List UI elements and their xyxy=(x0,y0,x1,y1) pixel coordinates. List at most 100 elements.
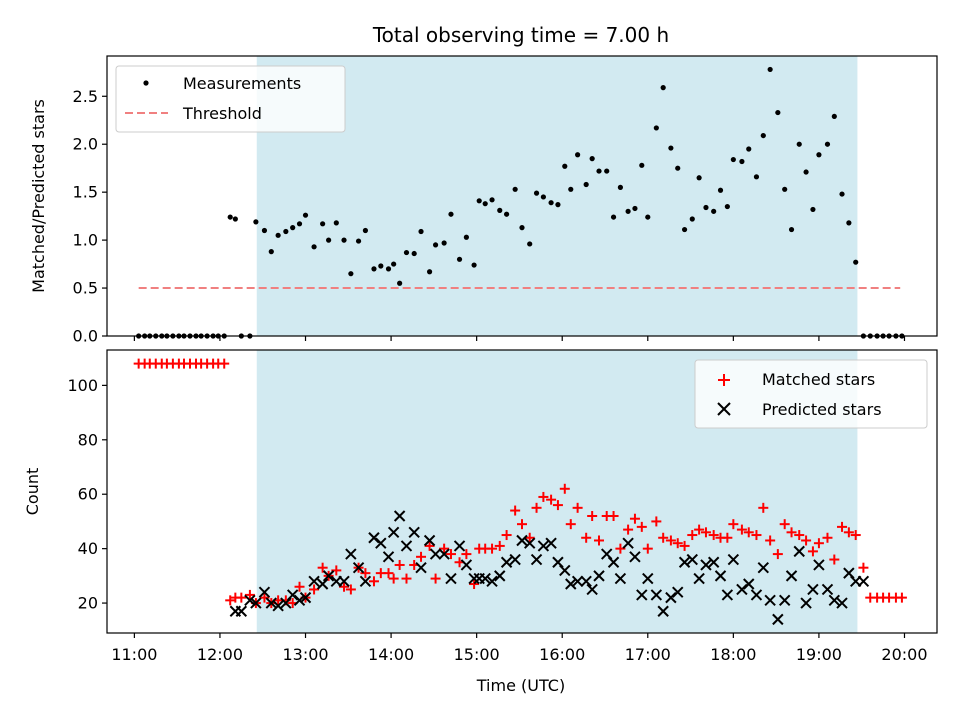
matched-star-point xyxy=(225,595,236,606)
matched-star-point xyxy=(829,554,840,565)
matched-star-point xyxy=(439,543,450,554)
predicted-star-point xyxy=(308,575,320,588)
measurement-point xyxy=(355,238,362,244)
measurement-point xyxy=(796,141,802,147)
measurement-point xyxy=(227,214,233,220)
legend-threshold-label: Threshold xyxy=(182,104,262,123)
measurement-point xyxy=(519,225,525,231)
predicted-star-point xyxy=(468,572,480,585)
measurement-point xyxy=(411,250,417,257)
matched-star-point xyxy=(736,524,747,535)
predicted-star-point xyxy=(807,583,819,596)
measurement-point xyxy=(463,234,469,240)
measurement-point xyxy=(596,168,602,174)
matched-star-point xyxy=(722,532,733,543)
matched-star-point xyxy=(219,358,230,369)
measurement-point xyxy=(739,158,745,165)
observing-window-shading xyxy=(256,56,858,336)
measurement-point xyxy=(724,203,730,210)
measurement-point xyxy=(660,85,666,91)
measurement-point xyxy=(689,216,695,222)
matched-star-point xyxy=(461,549,472,560)
measurement-point xyxy=(668,145,674,151)
matched-star-point xyxy=(658,532,669,543)
measurement-point xyxy=(696,175,702,181)
matched-star-point xyxy=(694,524,705,535)
legend-measurements-label: Measurements xyxy=(183,74,301,93)
predicted-star-point xyxy=(400,540,413,552)
measurement-point xyxy=(268,249,274,255)
measurement-point xyxy=(760,132,766,139)
measurement-point xyxy=(753,174,760,180)
matched-star-point xyxy=(765,535,776,546)
matched-star-point xyxy=(687,530,698,541)
predicted-star-point xyxy=(700,559,712,571)
measurement-point xyxy=(441,240,447,246)
matched-star-point xyxy=(524,532,535,543)
measurement-point xyxy=(418,228,424,235)
matched-stars-points xyxy=(133,358,907,609)
matched-star-point xyxy=(531,502,542,513)
matched-star-point xyxy=(779,519,790,530)
predicted-star-point xyxy=(494,570,506,582)
x-tick-label: 14:00 xyxy=(368,645,414,664)
measurement-point xyxy=(730,156,736,163)
measurement-point xyxy=(476,198,482,204)
predicted-star-point xyxy=(359,575,372,588)
measurement-point xyxy=(583,181,589,188)
matched-star-point xyxy=(672,538,683,549)
predicted-star-point xyxy=(672,586,684,598)
matched-star-point xyxy=(813,538,824,549)
matched-star-point xyxy=(837,521,848,532)
matched-star-point xyxy=(538,491,549,502)
measurement-point xyxy=(320,221,326,227)
count-panel-frame xyxy=(106,349,938,634)
count-legend: Matched stars Predicted stars xyxy=(694,359,928,429)
predicted-star-point xyxy=(593,570,605,582)
measurement-point xyxy=(853,259,859,265)
predicted-star-point xyxy=(393,510,406,522)
matched-star-point xyxy=(510,505,521,516)
matched-star-point xyxy=(858,562,869,573)
predicted-star-point xyxy=(460,559,473,571)
matched-star-point xyxy=(896,592,907,603)
legend-matched-label: Matched stars xyxy=(762,370,875,389)
predicted-star-point xyxy=(382,551,395,563)
measurement-point xyxy=(397,280,403,286)
measurement-point xyxy=(717,187,724,193)
y-tick-label: 0.0 xyxy=(73,327,98,346)
ratio-panel-frame xyxy=(106,55,938,337)
predicted-star-point xyxy=(586,583,598,596)
predicted-star-point xyxy=(545,537,557,549)
predicted-star-point xyxy=(764,594,776,607)
predicted-star-point xyxy=(250,597,262,609)
ratio-legend-box xyxy=(115,65,346,133)
matched-star-point xyxy=(794,530,805,541)
predicted-star-point xyxy=(537,540,550,552)
measurement-point xyxy=(432,242,439,248)
predicted-star-point xyxy=(565,578,577,590)
ratio-panel: 0.0 0.5 1.0 1.5 2.0 2.5 Matched/Predicted sta… xyxy=(29,55,938,346)
y-tick-label: 1.0 xyxy=(73,231,98,250)
predicted-star-point xyxy=(714,570,727,582)
matched-star-point xyxy=(494,540,505,551)
predicted-star-point xyxy=(316,578,329,590)
measurement-point xyxy=(385,266,392,272)
matched-star-point xyxy=(629,513,640,524)
x-tick-label: 18:00 xyxy=(710,645,756,664)
predicted-star-point xyxy=(272,600,284,612)
measurement-point xyxy=(403,249,410,256)
predicted-star-point xyxy=(352,561,365,574)
measurement-point xyxy=(348,271,354,277)
measurement-point xyxy=(589,156,595,162)
measurement-point xyxy=(371,266,377,272)
predicted-star-point xyxy=(516,534,528,547)
measurement-point xyxy=(232,216,238,222)
matched-star-point xyxy=(587,510,598,521)
measurement-point xyxy=(283,228,289,235)
matched-star-point xyxy=(743,527,754,538)
matched-star-point xyxy=(822,532,833,543)
predicted-star-point xyxy=(479,572,491,585)
matched-star-point xyxy=(394,559,405,570)
